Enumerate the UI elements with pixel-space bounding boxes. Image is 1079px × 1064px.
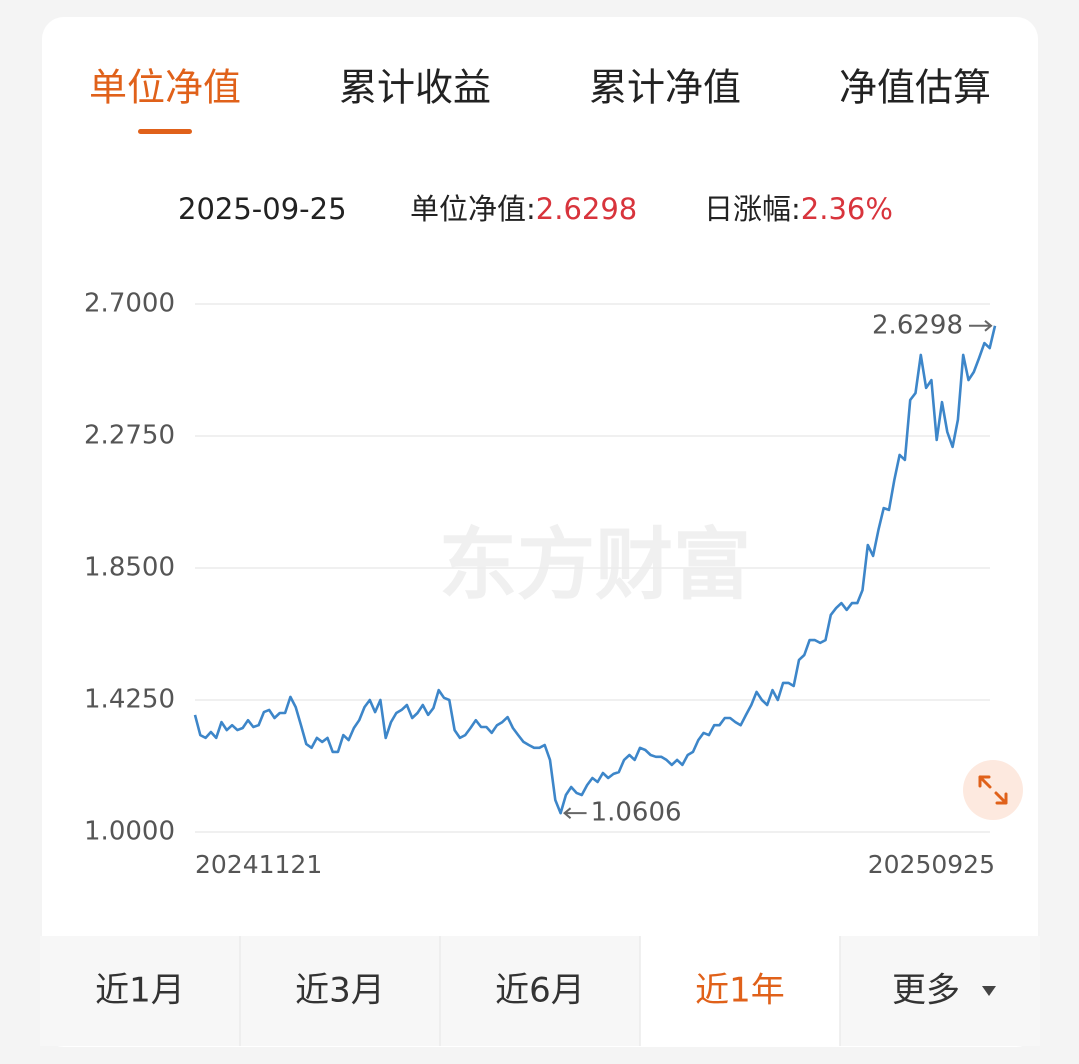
range-button[interactable] [40,936,240,1046]
info-text: 2.36% [801,192,893,226]
dropdown-caret [982,986,996,996]
x-tick-label: 20250925 [868,850,995,879]
range-button[interactable] [840,936,1040,1046]
range-label[interactable]: 更多 [892,971,960,1011]
range-button[interactable] [240,936,440,1046]
range-label[interactable]: 近3月 [295,971,385,1011]
tab[interactable]: 净值估算 [839,66,991,110]
x-tick-label: 20241121 [195,850,322,879]
y-tick-label: 1.0000 [84,817,175,847]
nav-line [193,325,997,815]
y-tick-label: 2.7000 [84,289,175,319]
tab-underline [138,129,192,134]
info-text: 日涨幅: [704,192,801,226]
range-label[interactable]: 近6月 [495,971,585,1011]
tab[interactable]: 累计净值 [589,66,741,110]
watermark: 东方财富 [439,520,751,610]
info-text: 单位净值: [410,192,536,226]
info-text: 2025-09-25 [178,192,347,226]
annotation-arrow [563,807,587,819]
y-tick-label: 1.8500 [84,553,175,583]
card [42,17,1038,1047]
y-tick-label: 2.2750 [84,421,175,451]
value-annotation: 2.6298 [872,310,963,340]
info-text: 2.6298 [536,192,637,226]
tab[interactable]: 累计收益 [339,66,491,110]
annotation-arrow [969,320,993,332]
tab[interactable]: 单位净值 [89,66,241,110]
y-tick-label: 1.4250 [84,685,175,715]
range-button[interactable] [640,936,840,1046]
range-button[interactable] [440,936,640,1046]
range-label[interactable]: 近1月 [95,971,185,1011]
range-label[interactable]: 近1年 [695,971,785,1011]
value-annotation: 1.0606 [591,798,682,828]
expand-button[interactable] [963,760,1023,820]
